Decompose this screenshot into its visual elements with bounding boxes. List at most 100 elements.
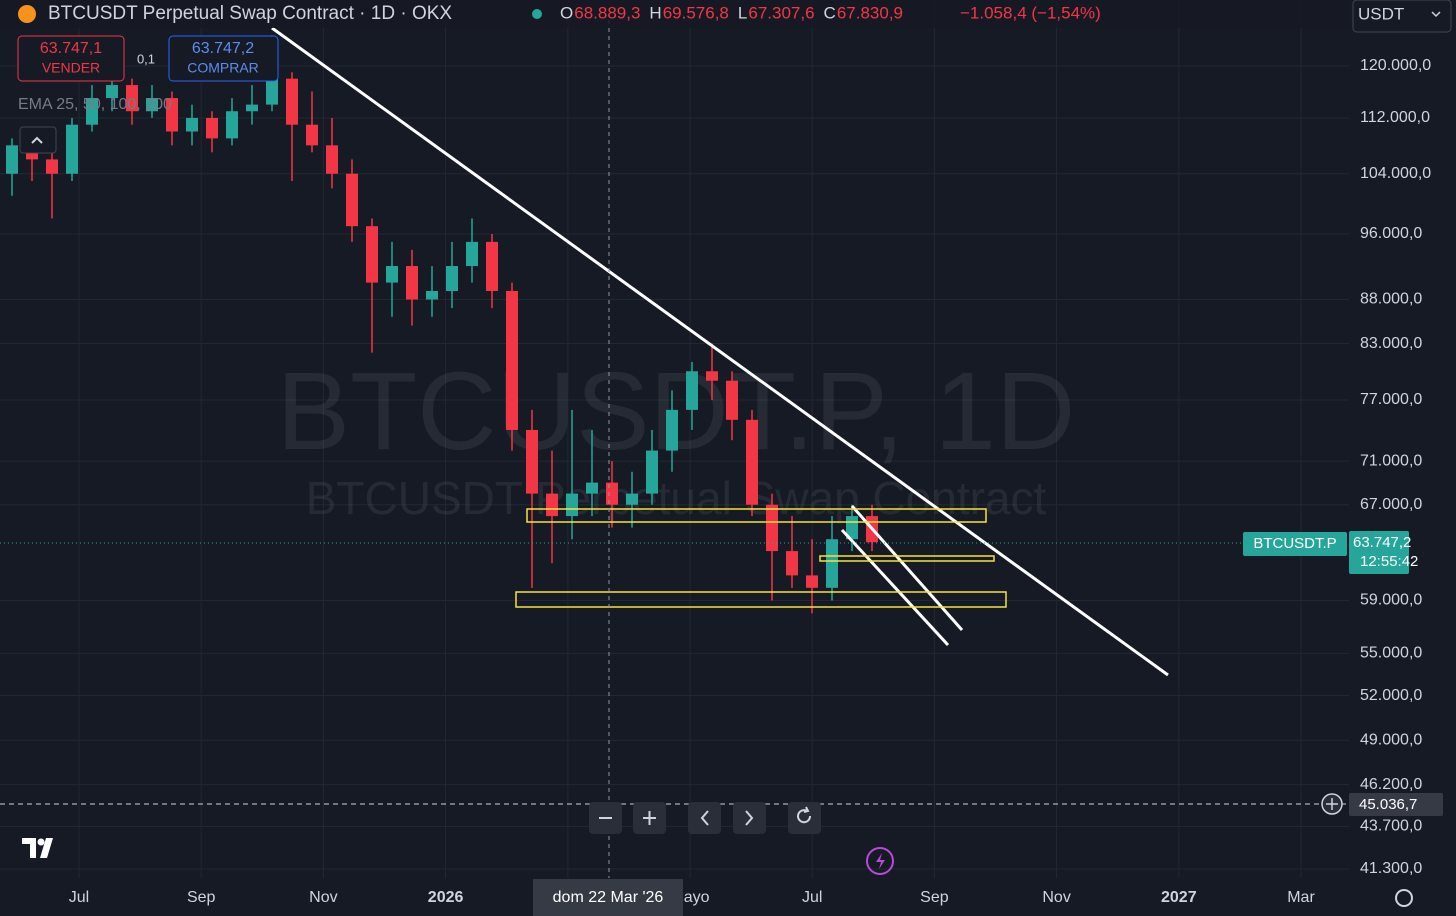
- candle-body: [446, 266, 458, 291]
- candle-body: [486, 241, 498, 291]
- y-axis: 120.000,0 112.000,0 104.000,0 96.000,0 88.00…: [1360, 57, 1431, 877]
- candle-body: [806, 575, 818, 588]
- candle-body: [706, 371, 718, 381]
- candle-body: [586, 482, 598, 494]
- candle-body: [206, 117, 218, 139]
- sell-label: VENDER: [42, 60, 100, 76]
- y-tick-label: 96.000,0: [1360, 225, 1422, 242]
- reset[interactable]: [788, 802, 821, 834]
- scroll-right[interactable]: [733, 802, 766, 834]
- buy-button[interactable]: [168, 35, 279, 82]
- ohlc-value: 67.830,9: [837, 3, 903, 22]
- candle-body: [826, 539, 838, 588]
- candle-body: [246, 104, 258, 112]
- candle-body: [426, 290, 438, 300]
- ohlc-value: 67.307,6: [748, 3, 814, 22]
- price-tag: [1349, 531, 1409, 574]
- zone-box: [515, 591, 1007, 608]
- sell-price: 63.747,1: [40, 40, 102, 57]
- drawings: [271, 26, 1169, 677]
- logo: [22, 838, 53, 858]
- candle-body: [726, 380, 738, 420]
- change: −1.058,4 (−1,54%): [960, 3, 1101, 22]
- settings-icon[interactable]: [1395, 889, 1413, 907]
- y-tick-label: 43.700,0: [1360, 818, 1422, 835]
- ohlc: O 68.889,3 H 69.576,8 L 67.307,6 C 67.830,9: [560, 3, 903, 22]
- y-tick-label: 112.000,0: [1360, 109, 1430, 126]
- scroll-left-icon: [700, 810, 709, 826]
- alert-bolt: [876, 853, 885, 869]
- grid: [0, 0, 1349, 878]
- x-tick-label: Jul: [69, 889, 89, 906]
- x-tick-label: 2027: [1161, 889, 1197, 906]
- price-axis: [1349, 0, 1456, 916]
- candle-body: [266, 78, 278, 105]
- candle-body: [786, 551, 798, 576]
- crosshair-price-box: [1349, 793, 1443, 816]
- dropdown-icon: [1431, 11, 1441, 18]
- currency: USDT: [1358, 4, 1404, 23]
- candle-body: [546, 493, 558, 517]
- currency-select[interactable]: [1352, 0, 1452, 33]
- crosshair-date-box: [533, 879, 683, 916]
- channel-line: [850, 505, 964, 631]
- x-tick-label: 2026: [428, 889, 464, 906]
- x-axis: JulSepNov2026MarMayoJulSepNov2027Mar: [69, 889, 1316, 906]
- scroll-right-icon: [745, 810, 754, 826]
- y-tick-label: 88.000,0: [1360, 291, 1422, 308]
- candle-body: [626, 493, 638, 505]
- x-tick-label: Nov: [1042, 889, 1070, 906]
- alert-icon[interactable]: [866, 847, 894, 875]
- scroll-left[interactable]: [688, 802, 721, 834]
- candle-body: [506, 290, 518, 430]
- market-status: [532, 9, 542, 19]
- x-tick-label: Mar: [1287, 889, 1315, 906]
- quantity[interactable]: 0,1: [137, 51, 155, 66]
- y-tick-label: 77.000,0: [1360, 391, 1422, 408]
- candle-body: [566, 493, 578, 517]
- price-tag-price: 63.747,2: [1353, 534, 1411, 551]
- channel-line: [840, 528, 950, 647]
- candle-body: [46, 159, 58, 174]
- sell-button[interactable]: [17, 35, 125, 82]
- symbol-tag-text: BTCUSDT.P: [1253, 535, 1336, 552]
- candle-body: [766, 504, 778, 552]
- indicator-legend[interactable]: EMA 25, 50, 100, 200: [18, 96, 172, 113]
- candle-body: [126, 85, 138, 112]
- add-icon: [1326, 798, 1338, 810]
- crosshair-date: dom 22 Mar '26: [553, 889, 664, 906]
- y-tick-label: 52.000,0: [1360, 687, 1422, 704]
- y-tick-label: 46.200,0: [1360, 776, 1422, 793]
- ohlc-value: 68.889,3: [574, 3, 640, 22]
- header-bar: [0, 0, 1349, 28]
- candle-body: [386, 266, 398, 283]
- buy-label: COMPRAR: [187, 60, 259, 76]
- candle-body: [606, 482, 618, 505]
- candle-body: [746, 419, 758, 505]
- y-tick-label: 67.000,0: [1360, 496, 1422, 513]
- candle-body: [6, 145, 18, 174]
- y-tick-label: 59.000,0: [1360, 592, 1422, 609]
- symbol-title[interactable]: BTCUSDT Perpetual Swap Contract · 1D · O…: [48, 3, 452, 24]
- x-tick-label: Sep: [920, 889, 949, 906]
- candle-body: [646, 450, 658, 494]
- candle-body: [366, 226, 378, 283]
- buy-price: 63.747,2: [192, 40, 254, 57]
- y-tick-label: 55.000,0: [1360, 645, 1422, 662]
- y-tick-label: 104.000,0: [1360, 165, 1431, 182]
- candle-body: [186, 117, 198, 132]
- candle-body: [666, 409, 678, 451]
- x-tick-label: Sep: [187, 889, 216, 906]
- candle-body: [526, 429, 538, 494]
- zoom-controls: [589, 802, 821, 834]
- candle-body: [226, 111, 238, 139]
- candle-body: [86, 98, 98, 125]
- y-tick-label: 83.000,0: [1360, 335, 1422, 352]
- candle-body: [346, 173, 358, 227]
- zone-box: [526, 508, 987, 523]
- reset-icon: [797, 806, 812, 824]
- coin-icon: [18, 5, 36, 23]
- y-tick-label: 49.000,0: [1360, 732, 1422, 749]
- trendline: [271, 26, 1169, 677]
